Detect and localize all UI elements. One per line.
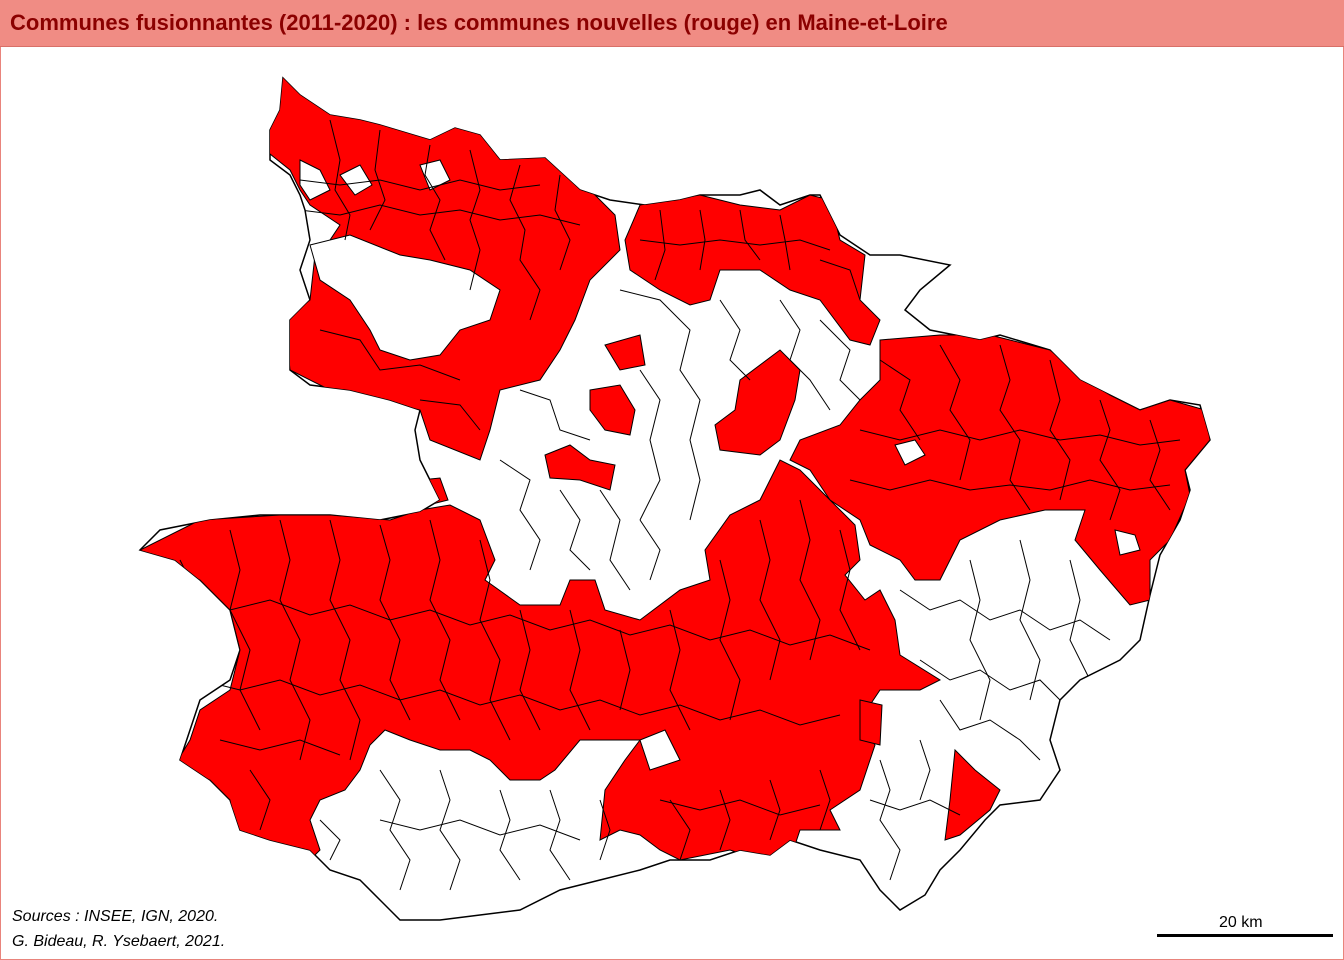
department-map [138, 76, 1211, 921]
unmerged-holes [299, 159, 1141, 771]
zone-south-east [944, 748, 1001, 841]
zone-east [789, 334, 1210, 606]
sources-line: Sources : INSEE, IGN, 2020. [12, 908, 219, 925]
authors-line: G. Bideau, R. Ysebaert, 2021. [12, 933, 226, 950]
zone-north-central [624, 194, 881, 346]
map-title: Communes fusionnantes (2011-2020) : les … [10, 10, 948, 35]
scale-label: 20 km [1219, 914, 1263, 931]
zone-island-1 [544, 444, 616, 491]
zone-island-2 [589, 384, 636, 436]
scale-bar [1157, 934, 1333, 937]
title-bar: Communes fusionnantes (2011-2020) : les … [0, 0, 1344, 47]
zone-island-5 [859, 699, 883, 746]
zone-island-3 [604, 334, 646, 371]
commune-boundaries [179, 119, 1181, 891]
